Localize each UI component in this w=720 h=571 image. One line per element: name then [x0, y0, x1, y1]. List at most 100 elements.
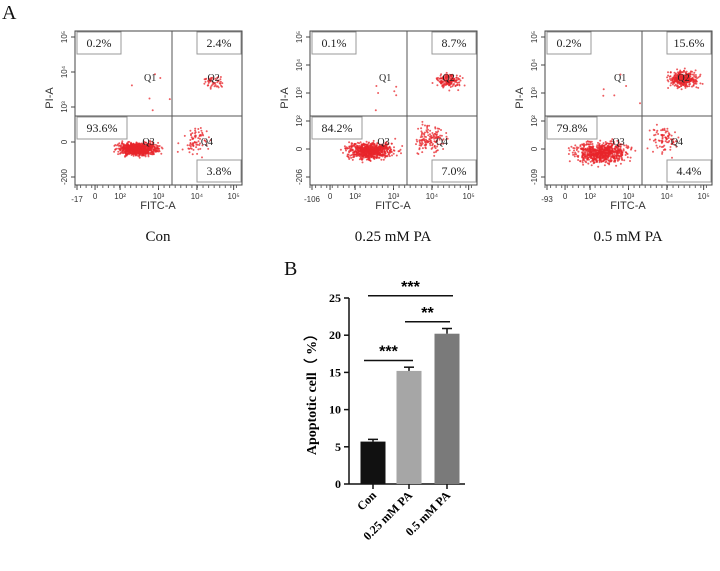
event-dot — [127, 152, 130, 155]
event-dot — [358, 142, 361, 145]
event-dot — [463, 84, 466, 87]
event-dot — [672, 141, 675, 144]
event-dot — [617, 144, 620, 147]
event-dot — [136, 144, 139, 147]
event-dot — [673, 84, 676, 87]
event-dot — [623, 159, 626, 162]
event-dot — [654, 141, 657, 144]
event-dot — [598, 161, 601, 164]
y-tick-label: 10⁴ — [530, 58, 539, 71]
event-dot — [149, 148, 152, 151]
event-dot — [372, 139, 375, 142]
event-dot — [658, 145, 661, 148]
event-dot — [192, 137, 195, 140]
event-dot — [378, 147, 381, 150]
event-dot — [429, 129, 432, 132]
y-tick-label: 10³ — [295, 87, 304, 99]
event-dot — [354, 153, 357, 156]
quadrant-Q4-percent: 3.8% — [207, 164, 232, 178]
significance-label: ** — [421, 305, 434, 322]
event-dot — [675, 77, 678, 80]
event-dot — [199, 137, 201, 140]
x-axis-label: FITC-A — [140, 200, 176, 212]
event-dot — [135, 146, 138, 149]
event-dot — [372, 142, 374, 145]
event-dot — [461, 77, 464, 79]
event-dot — [351, 145, 354, 148]
event-dot — [383, 153, 386, 156]
event-dot — [348, 147, 351, 150]
event-dot — [667, 137, 670, 139]
event-dot — [393, 146, 395, 149]
event-dot — [421, 133, 423, 135]
event-dot — [127, 149, 130, 151]
event-dot — [449, 81, 452, 83]
event-dot — [390, 148, 393, 151]
event-dot — [589, 160, 592, 163]
event-dot — [125, 154, 128, 156]
event-dot — [219, 76, 222, 78]
event-dot — [654, 138, 657, 141]
event-dot — [454, 79, 457, 82]
event-dot — [423, 135, 426, 138]
event-dot — [665, 130, 668, 133]
event-dot — [625, 144, 628, 147]
event-dot — [441, 84, 444, 87]
event-dot — [189, 129, 192, 132]
event-dot — [574, 144, 577, 147]
event-dot — [648, 138, 651, 141]
event-dot — [585, 143, 588, 145]
event-dot — [421, 123, 424, 126]
event-dot — [572, 147, 575, 149]
x-tick-label: 10⁵ — [228, 192, 240, 201]
event-dot — [190, 133, 192, 136]
event-dot — [627, 145, 629, 148]
event-dot — [675, 75, 678, 78]
x-tick-label: 10⁴ — [661, 192, 674, 201]
event-dot — [393, 149, 396, 152]
event-dot — [370, 156, 373, 158]
event-dot — [619, 162, 622, 165]
event-dot — [621, 153, 624, 156]
y-tick-label: 10⁵ — [60, 31, 69, 43]
event-dot — [365, 140, 368, 143]
event-dot — [665, 136, 667, 139]
event-dot — [648, 129, 651, 132]
event-dot — [391, 154, 393, 157]
x-tick-label: 10³ — [623, 192, 635, 201]
event-dot — [568, 149, 571, 152]
event-dot — [144, 141, 147, 144]
event-dot — [381, 147, 384, 150]
x-tick-label: 10³ — [153, 192, 165, 201]
event-dot — [426, 127, 429, 129]
gate-name: Q4 — [436, 137, 448, 148]
event-dot — [577, 150, 580, 153]
event-dot — [181, 148, 184, 151]
event-dot — [568, 160, 571, 163]
event-dot — [458, 83, 461, 86]
event-dot — [448, 89, 451, 92]
bar-2 — [434, 333, 460, 484]
x-tick-label: -93 — [541, 195, 553, 204]
y-tick-label: 0 — [60, 139, 69, 144]
event-dot — [203, 139, 206, 142]
event-dot — [144, 149, 147, 152]
event-dot — [440, 129, 442, 131]
event-dot — [446, 79, 449, 82]
event-dot — [177, 142, 180, 145]
event-dot — [439, 134, 442, 137]
gate-name: Q2 — [442, 73, 454, 84]
event-dot — [613, 155, 616, 157]
event-dot — [431, 144, 434, 147]
event-dot — [596, 152, 599, 155]
event-dot — [130, 141, 132, 144]
event-dot — [668, 75, 671, 78]
event-dot — [608, 147, 610, 150]
event-dot — [445, 132, 448, 134]
event-dot — [450, 75, 453, 78]
event-dot — [214, 84, 217, 86]
event-dot — [600, 145, 603, 148]
event-dot — [585, 149, 588, 152]
gate-name: Q1 — [144, 73, 156, 84]
event-dot — [616, 139, 619, 142]
